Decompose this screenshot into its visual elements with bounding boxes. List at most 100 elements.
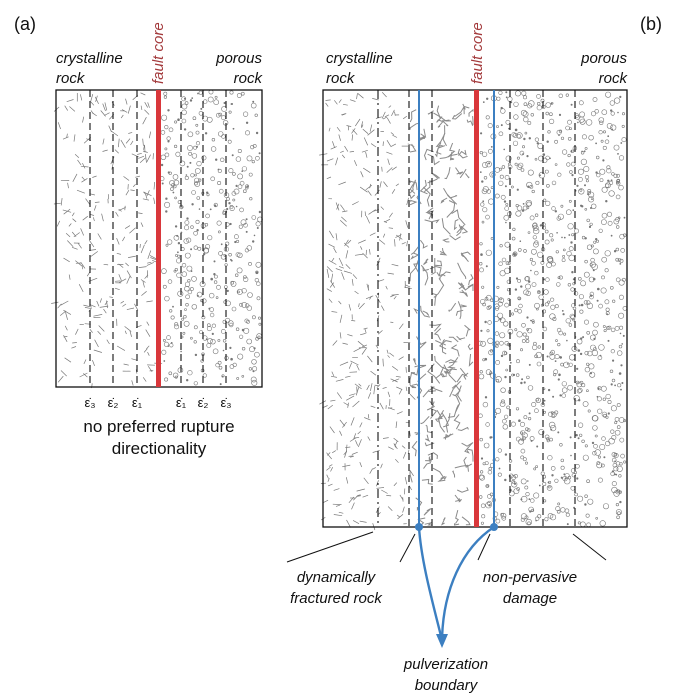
pore-grain [536,101,541,106]
pore-grain [506,405,510,410]
pore-grain [576,338,583,345]
pore-grain [488,349,494,356]
pore-grain [528,498,531,501]
pore-grain [531,189,535,194]
pore-grain [598,228,603,233]
pore-grain [201,155,207,161]
fracture-crack [456,335,466,341]
pore-grain [533,241,539,248]
pore-grain [250,102,257,109]
fracture-crack [435,373,445,379]
pore-grain [191,276,197,282]
pore-grain [528,363,531,366]
pore-grain [586,330,591,335]
pore-grain [592,277,596,281]
pore-grain [519,421,525,427]
pore-grain [237,353,244,360]
pore-grain [212,348,219,355]
pore-grain [232,362,237,368]
grain-dash [365,151,368,158]
grain-dash [338,300,342,305]
grain-dash [146,154,151,162]
pore-grain [480,340,486,347]
pore-grain [213,99,219,105]
grain-dash [118,206,126,211]
pore-grain [226,197,230,201]
pore-grain [198,178,202,182]
pore-grain [200,107,203,110]
pore-grain [609,100,615,106]
grain-dash [57,375,64,383]
pore-grain [554,139,559,144]
pore-grain [256,281,261,286]
pore-grain [519,240,522,242]
pore-grain [173,235,180,241]
pore-grain [537,514,542,519]
grain-dash [125,262,129,267]
pore-grain [505,91,508,94]
pore-grain [249,197,253,201]
pore-grain [556,129,562,135]
pore-grain [525,335,530,340]
pore-grain [253,234,256,237]
grain-dash [333,247,337,254]
grain-dash [381,166,383,172]
pore-grain [232,198,236,202]
fracture-crack [454,464,469,472]
pore-grain [239,302,244,307]
grain-dash [407,449,410,454]
grain-dash [124,330,127,335]
grain-dash [62,209,72,213]
pore-grain [514,328,518,332]
grain-dash [140,92,146,96]
pore-grain [257,335,261,339]
pore-grain [239,180,245,186]
pore-grain [521,322,526,328]
pore-grain [578,188,585,195]
pore-grain [522,205,528,211]
pulverization-arrow-right [440,525,495,641]
pore-grain [537,345,541,349]
pore-grain [540,471,545,476]
pore-grain [211,138,216,142]
pore-grain [255,131,259,135]
pore-grain [217,360,222,365]
pore-grain [605,200,608,203]
pore-grain [609,109,613,112]
fracture-crack [445,359,458,364]
grain-dash [367,392,372,399]
grain-dash [341,272,345,280]
grain-dash [116,252,121,255]
grain-dash [79,372,88,378]
grain-dash [375,116,382,119]
pore-grain [180,231,183,234]
pore-grain [602,397,606,401]
pore-grain [597,387,600,390]
pore-grain [550,466,556,471]
grain-dash [356,93,358,100]
pore-grain [487,494,492,499]
pore-grain [172,191,175,194]
grain-dash [378,279,385,282]
grain-dash [396,514,401,518]
pore-grain [542,153,546,156]
grain-dash [146,321,150,326]
pore-grain [229,204,234,209]
grain-dash [150,257,157,261]
pore-grain [577,437,580,440]
pore-grain [605,182,611,189]
pore-grain [559,443,563,447]
pore-grain [257,316,261,320]
grain-dash [142,281,145,288]
fracture-crack [453,414,461,430]
pore-grain [568,354,576,361]
pore-grain [205,244,211,250]
grain-dash [149,369,154,372]
pore-grain [605,307,610,312]
grain-dash [344,242,350,248]
pore-grain [599,443,606,450]
pore-grain [601,275,605,280]
pore-grain [571,271,574,274]
pore-grain [229,346,232,350]
grain-dash [331,311,338,313]
